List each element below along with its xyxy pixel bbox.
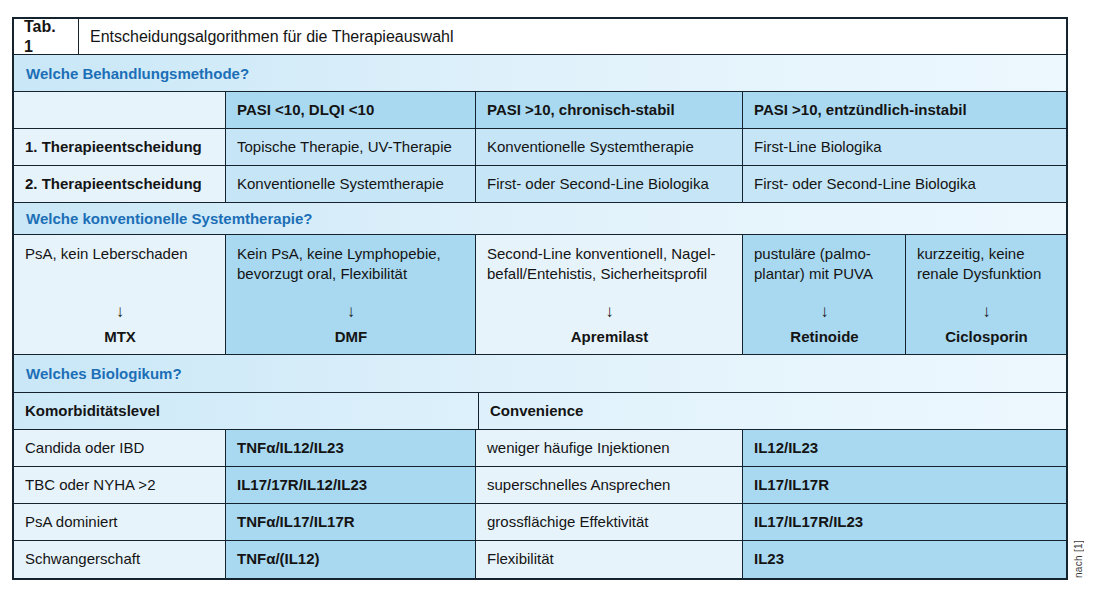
table-title: Entscheidungsalgorithmen für die Therapi… xyxy=(79,19,1066,54)
biologic-value: IL12/IL23 xyxy=(743,430,1066,466)
option-retinoide: pustuläre (palmo-plantar) mit PUVA ↓ Ret… xyxy=(743,235,906,354)
row-label: Schwangerschaft xyxy=(14,541,226,578)
option-criteria: Kein PsA, keine Lymphopebie, bevorzugt o… xyxy=(237,244,465,301)
option-therapy: DMF xyxy=(237,327,465,347)
cell-value: Konventionelle Systemtherapie xyxy=(226,166,476,202)
section-heading-biologikum: Welches Biologikum? xyxy=(14,355,1066,393)
down-arrow-icon: ↓ xyxy=(754,301,895,323)
convenience-label: superschnelles Ansprechen xyxy=(476,467,743,503)
biologikum-row-2: TBC oder NYHA >2 IL17/17R/IL12/IL23 supe… xyxy=(14,467,1066,504)
section-heading-text: Welche Behandlungsmethode? xyxy=(26,65,249,82)
col-header-pasi-gt10-stabil: PASI >10, chronisch-stabil xyxy=(476,92,743,128)
therapieentscheidung-row-1: 1. Therapieentscheidung Topische Therapi… xyxy=(14,129,1066,166)
option-criteria: kurzzeitig, keine renale Dysfunktion xyxy=(917,244,1056,301)
convenience-label: Flexibilität xyxy=(476,541,743,578)
biologic-value: TNFα/(IL12) xyxy=(226,541,476,578)
biologikum-row-1: Candida oder IBD TNFα/IL12/IL23 weniger … xyxy=(14,430,1066,467)
biologikum-row-3: PsA dominiert TNFα/IL17/IL17R grossfläch… xyxy=(14,504,1066,541)
behandlung-header-row: PASI <10, DLQI <10 PASI >10, chronisch-s… xyxy=(14,92,1066,129)
cell-value: First- oder Second-Line Biologika xyxy=(743,166,1066,202)
option-criteria: pustuläre (palmo-plantar) mit PUVA xyxy=(754,244,895,301)
down-arrow-icon: ↓ xyxy=(237,301,465,323)
therapieentscheidung-row-2: 2. Therapieentscheidung Konventionelle S… xyxy=(14,166,1066,203)
option-criteria: Second-Line konventionell, Nagel-befall/… xyxy=(487,244,732,301)
row-label: PsA dominiert xyxy=(14,504,226,540)
biologic-value: IL17/17R/IL12/IL23 xyxy=(226,467,476,503)
source-citation: nach [1] xyxy=(1071,522,1085,578)
option-therapy: Apremilast xyxy=(487,327,732,347)
biologikum-row-4: Schwangerschaft TNFα/(IL12) Flexibilität… xyxy=(14,541,1066,578)
option-dmf: Kein PsA, keine Lymphopebie, bevorzugt o… xyxy=(226,235,476,354)
row-label: 2. Therapieentscheidung xyxy=(14,166,226,202)
col-header-komorbiditaetslevel: Komorbiditätslevel xyxy=(14,393,479,429)
cell-value: First- oder Second-Line Biologika xyxy=(476,166,743,202)
down-arrow-icon: ↓ xyxy=(25,301,215,323)
section-heading-text: Welche konventionelle Systemtherapie? xyxy=(26,210,312,227)
biologic-value: IL17/IL17R xyxy=(743,467,1066,503)
row-label: 1. Therapieentscheidung xyxy=(14,129,226,165)
biologikum-header-row: Komorbiditätslevel Convenience xyxy=(14,393,1066,430)
option-mtx: PsA, kein Leberschaden ↓ MTX xyxy=(14,235,226,354)
header-empty-cell xyxy=(14,92,226,128)
col-header-pasi-lt10: PASI <10, DLQI <10 xyxy=(226,92,476,128)
section-heading-text: Welches Biologikum? xyxy=(26,365,182,382)
biologic-value: TNFα/IL12/IL23 xyxy=(226,430,476,466)
cell-value: Konventionelle Systemtherapie xyxy=(476,129,743,165)
option-therapy: Retinoide xyxy=(754,327,895,347)
option-therapy: MTX xyxy=(25,327,215,347)
cell-value: First-Line Biologika xyxy=(743,129,1066,165)
row-label: TBC oder NYHA >2 xyxy=(14,467,226,503)
option-therapy: Ciclosporin xyxy=(917,327,1056,347)
row-label: Candida oder IBD xyxy=(14,430,226,466)
table-number-label: Tab. 1 xyxy=(14,19,79,54)
option-criteria: PsA, kein Leberschaden xyxy=(25,244,215,301)
down-arrow-icon: ↓ xyxy=(487,301,732,323)
down-arrow-icon: ↓ xyxy=(917,301,1056,323)
col-header-pasi-gt10-instabil: PASI >10, entzündlich-instabil xyxy=(743,92,1066,128)
decision-table: Tab. 1 Entscheidungsalgorithmen für die … xyxy=(12,17,1068,580)
section-heading-behandlungsmethode: Welche Behandlungsmethode? xyxy=(14,55,1066,92)
section-heading-systemtherapie: Welche konventionelle Systemtherapie? xyxy=(14,203,1066,235)
table-caption-row: Tab. 1 Entscheidungsalgorithmen für die … xyxy=(14,19,1066,55)
biologic-value: IL17/IL17R/IL23 xyxy=(743,504,1066,540)
systemtherapie-options-row: PsA, kein Leberschaden ↓ MTX Kein PsA, k… xyxy=(14,235,1066,355)
col-header-convenience: Convenience xyxy=(479,393,1066,429)
option-ciclosporin: kurzzeitig, keine renale Dysfunktion ↓ C… xyxy=(906,235,1066,354)
convenience-label: grossflächige Effektivität xyxy=(476,504,743,540)
biologic-value: IL23 xyxy=(743,541,1066,578)
biologic-value: TNFα/IL17/IL17R xyxy=(226,504,476,540)
convenience-label: weniger häufige Injektionen xyxy=(476,430,743,466)
option-apremilast: Second-Line konventionell, Nagel-befall/… xyxy=(476,235,743,354)
cell-value: Topische Therapie, UV-Therapie xyxy=(226,129,476,165)
